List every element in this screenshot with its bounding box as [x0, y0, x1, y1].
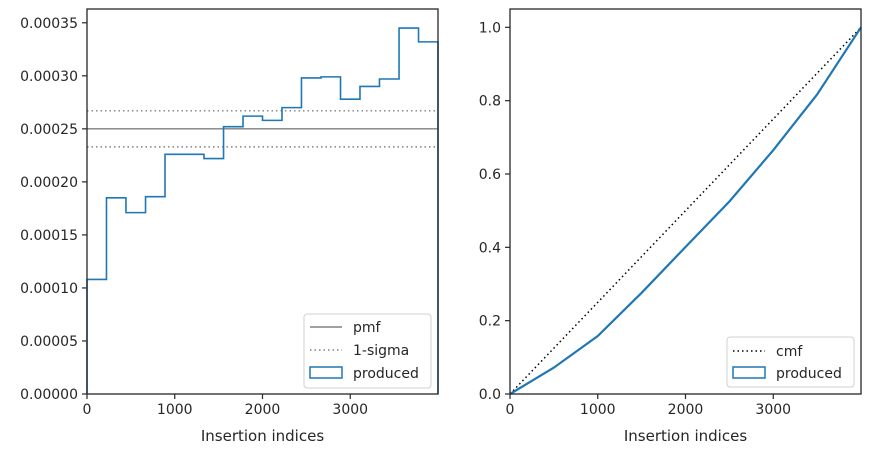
left-legend: pmf 1-sigma produced	[303, 313, 432, 389]
right-y-tick-label: 0.0	[479, 387, 501, 403]
left-x-tick-label: 3000	[332, 402, 368, 418]
left-y-tick-label: 0.00010	[20, 281, 78, 297]
right-x-axis-label: Insertion indices	[624, 427, 747, 445]
cmf-panel: 0 1000 2000 3000 0.0 0.2 0.4 0.6 0.8 1.0	[479, 8, 862, 418]
right-y-tick-label: 0.2	[479, 314, 501, 330]
right-y-tick-label: 0.8	[479, 94, 501, 110]
right-legend: cmf produced	[726, 336, 855, 388]
legend-pmf-label: pmf	[353, 320, 382, 336]
left-y-tick-label: 0.00025	[20, 122, 78, 138]
left-axes-frame	[86, 8, 439, 395]
produced-cmf-line	[509, 26, 862, 395]
left-x-axis-label: Insertion indices	[201, 427, 324, 445]
left-y-tick-label: 0.00000	[20, 387, 78, 403]
legend-cmf-label: cmf	[776, 344, 803, 360]
right-axes-frame	[509, 8, 862, 395]
right-y-tick-label: 0.6	[479, 167, 501, 183]
legend-produced-swatch	[309, 366, 343, 379]
right-y-tick-label: 0.4	[479, 240, 501, 256]
left-x-tick-label: 1000	[157, 402, 193, 418]
left-y-tick-label: 0.00005	[20, 334, 78, 350]
right-x-tick-label: 1000	[580, 402, 616, 418]
right-x-tick-label: 2000	[668, 402, 704, 418]
left-legend-box	[303, 313, 432, 389]
produced-histogram-step	[86, 27, 439, 394]
right-x-tick-label: 3000	[755, 402, 791, 418]
histogram-panel: 0 1000 2000 3000 0.00000 0.00005 0.00010 0.0001…	[20, 8, 439, 418]
legend-produced-cmf-label: produced	[776, 366, 842, 382]
legend-produced-label: produced	[353, 366, 419, 382]
left-y-tick-label: 0.00035	[20, 16, 78, 32]
left-x-tick-label: 0	[83, 402, 92, 418]
legend-produced-cmf-swatch	[732, 366, 766, 379]
right-y-tick-label: 1.0	[479, 20, 501, 36]
left-y-tick-label: 0.00030	[20, 69, 78, 85]
left-y-tick-label: 0.00020	[20, 175, 78, 191]
right-legend-box	[726, 336, 855, 388]
left-x-tick-label: 2000	[245, 402, 281, 418]
right-x-tick-label: 0	[506, 402, 515, 418]
legend-1sigma-label: 1-sigma	[353, 343, 409, 359]
left-y-tick-label: 0.00015	[20, 228, 78, 244]
